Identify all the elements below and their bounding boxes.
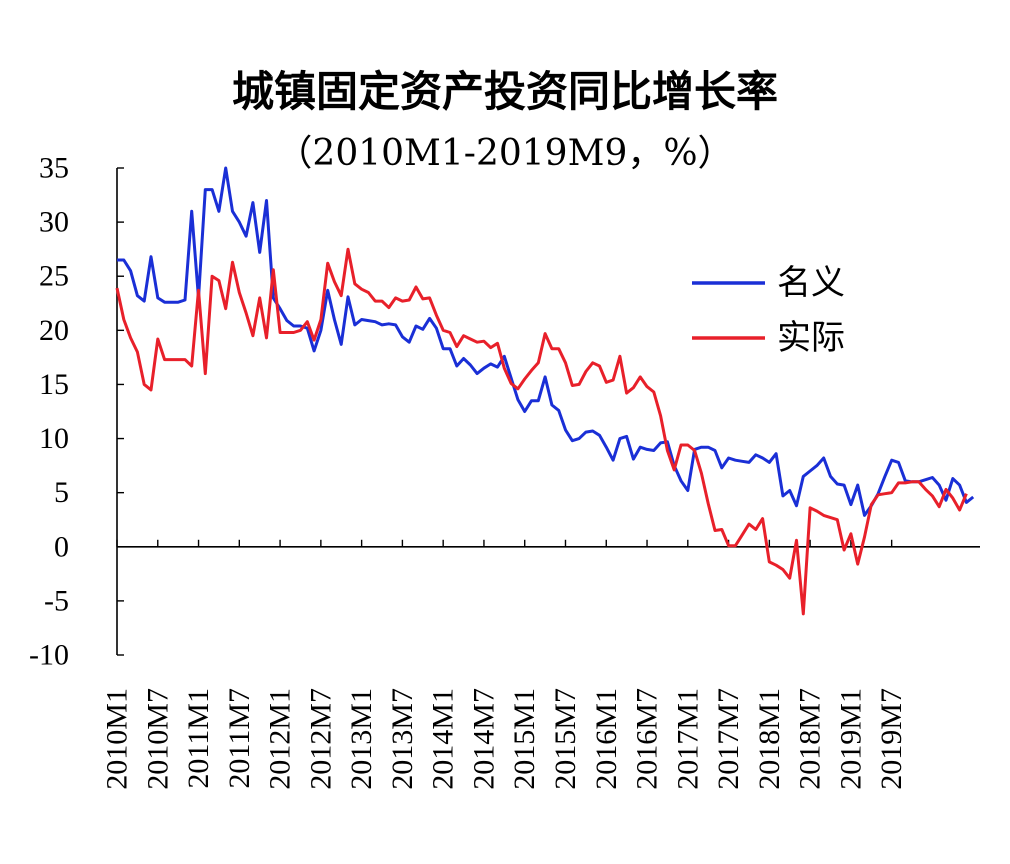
y-tick-label: 25 xyxy=(39,260,69,293)
chart-title: 城镇固定资产投资同比增长率 xyxy=(231,67,778,116)
x-tick-label: 2013M1 xyxy=(345,688,378,790)
y-tick-label: 0 xyxy=(54,530,69,563)
y-axis-ticks: 35 30 25 20 15 10 5 0 -5 -10 xyxy=(29,152,124,672)
y-tick-label: -10 xyxy=(29,639,69,672)
x-tick-label: 2010M7 xyxy=(141,688,174,790)
y-tick-label: 35 xyxy=(39,152,69,185)
x-tick-label: 2015M1 xyxy=(508,688,541,790)
y-tick-label: 10 xyxy=(39,422,69,455)
legend-label: 名义 xyxy=(777,263,845,303)
x-tick-label: 2014M1 xyxy=(427,688,460,790)
x-tick-label: 2019M1 xyxy=(834,688,867,790)
chart-subtitle: （2010M1-2019M9，%） xyxy=(276,133,734,174)
x-tick-label: 2014M7 xyxy=(467,688,500,790)
x-tick-label: 2012M1 xyxy=(264,688,297,790)
x-tick-label: 2010M1 xyxy=(101,688,134,790)
x-tick-label: 2013M7 xyxy=(386,688,419,790)
x-tick-label: 2012M7 xyxy=(304,688,337,790)
y-tick-label: 20 xyxy=(39,314,69,347)
x-tick-label: 2018M1 xyxy=(753,688,786,790)
y-tick-label: 5 xyxy=(54,476,69,509)
series-line-nominal xyxy=(117,166,975,517)
x-axis-ticks: 2010M1 2010M7 2011M1 2011M7 2012M1 2012M7 2013… xyxy=(101,539,908,790)
x-tick-label: 2011M7 xyxy=(223,688,256,789)
x-tick-label: 2015M7 xyxy=(549,688,582,790)
y-tick-label: 30 xyxy=(39,206,69,239)
axes xyxy=(116,168,980,655)
x-tick-label: 2019M7 xyxy=(875,688,908,790)
x-tick-label: 2018M7 xyxy=(794,688,827,790)
y-tick-label: 15 xyxy=(39,368,69,401)
x-tick-label: 2016M7 xyxy=(631,688,664,790)
x-tick-label: 2016M1 xyxy=(590,688,623,790)
x-tick-label: 2011M1 xyxy=(182,688,215,789)
legend-label: 实际 xyxy=(777,318,845,358)
y-tick-label: -5 xyxy=(44,584,69,617)
series-line-real xyxy=(115,247,968,616)
x-tick-label: 2017M1 xyxy=(671,688,704,790)
x-tick-label: 2017M7 xyxy=(712,688,745,790)
series-lines xyxy=(115,166,975,616)
